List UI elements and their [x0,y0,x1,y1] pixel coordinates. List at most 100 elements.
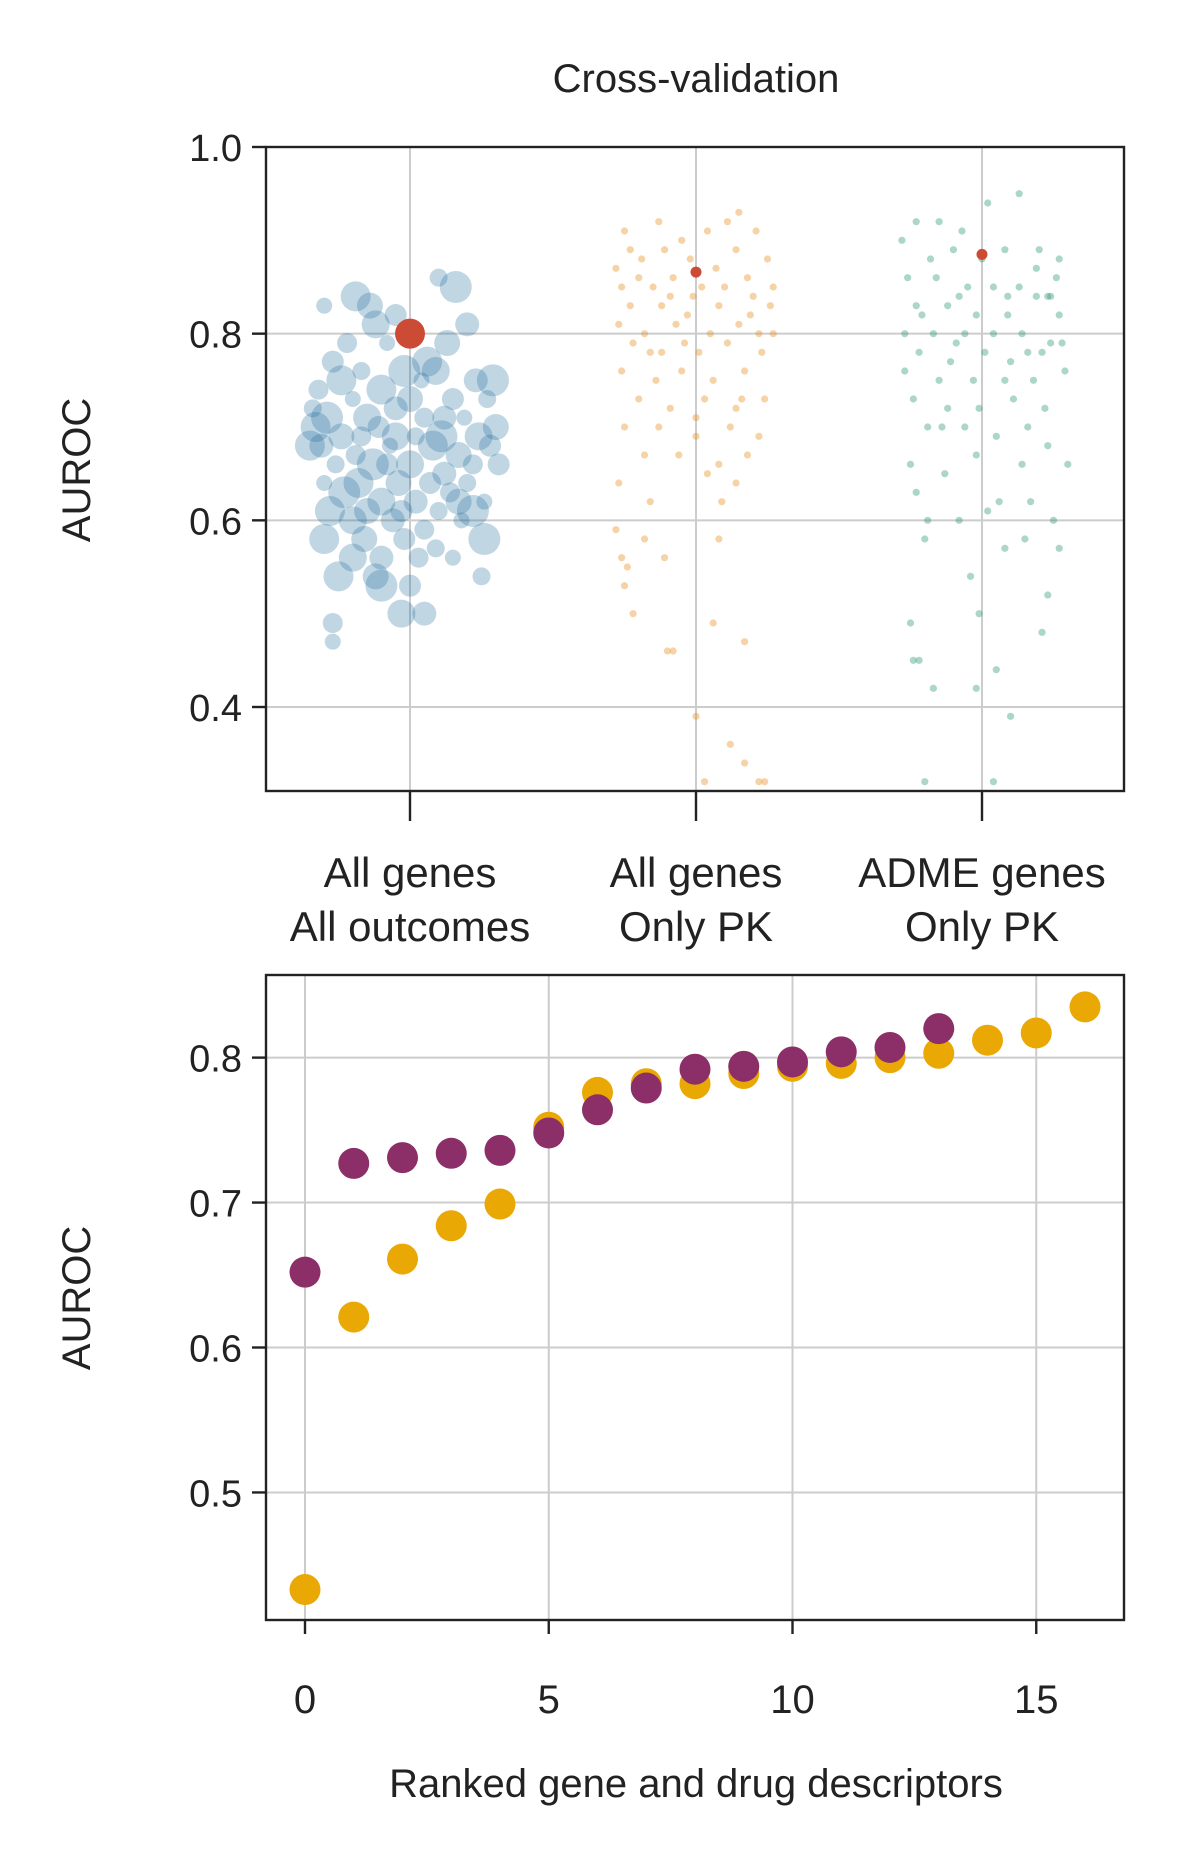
series-b-point [825,1036,857,1068]
bottom-y-tick-label: 0.7 [189,1184,242,1226]
data-point [658,302,666,310]
data-point [294,430,325,461]
data-point [1027,498,1035,506]
data-point [340,281,371,312]
data-point [384,304,407,326]
data-point [935,376,943,384]
data-point [414,519,435,540]
series-b-point [289,1256,321,1288]
data-point [992,666,1000,674]
data-point [1038,348,1046,356]
data-point [655,218,663,226]
data-point [366,374,397,405]
data-point [445,442,472,468]
series-b-point [679,1053,711,1085]
data-point [432,461,457,486]
data-point [675,451,683,459]
data-point [326,365,357,396]
data-point [755,330,763,338]
bottom-x-tick-label: 0 [294,1678,316,1722]
data-point [666,292,674,300]
category-label: All genes [610,849,783,896]
data-point [660,554,669,562]
data-point [949,246,958,254]
data-point [966,572,975,580]
data-point [944,302,952,310]
data-point [1038,628,1046,636]
data-point [984,507,992,515]
data-point [752,227,760,235]
data-point [356,448,389,481]
series-b-point [387,1142,418,1174]
data-point [626,246,634,254]
series-b-point [874,1031,906,1063]
data-point [390,500,413,522]
data-point [726,423,734,431]
data-point [453,512,470,529]
data-point [309,524,340,554]
data-point [417,430,448,461]
data-point [926,255,935,263]
bottom-y-tick-label: 0.6 [189,1329,242,1371]
data-point [629,610,637,618]
data-point [323,561,354,592]
series-a-point [387,1243,418,1275]
data-point [718,498,726,506]
data-point [338,543,367,572]
data-point [1032,264,1040,272]
data-point [909,395,917,403]
data-point [412,601,437,626]
data-point [918,311,926,319]
data-point [678,236,686,244]
data-point [961,423,969,431]
data-point [345,445,366,465]
data-point [989,283,998,291]
data-point [618,283,626,291]
data-point [646,348,654,356]
data-point [915,348,923,356]
data-point [944,404,952,412]
data-point [906,619,915,627]
data-point [712,264,720,272]
data-point [761,395,769,403]
data-point [640,330,649,338]
data-point [680,339,689,347]
data-point [735,208,743,216]
data-point [478,390,497,408]
data-point [413,372,430,389]
data-point [618,554,626,562]
bottom-points [289,991,1101,1606]
data-point [638,255,646,263]
data-point [924,516,932,524]
data-point [328,423,355,450]
data-point [901,330,909,338]
data-point [766,302,774,310]
data-point [678,367,686,375]
data-point [383,396,408,421]
data-point [955,292,963,300]
data-point [620,423,629,431]
top-axes: 0.4 0.6 0.8 1.0 All genes All outcomes All gen… [189,128,1106,950]
data-point [906,460,915,468]
series-b-point [630,1072,662,1104]
data-point [732,479,740,487]
data-point [735,320,743,328]
data-point [1061,367,1069,375]
data-point [403,489,428,514]
data-point [367,487,396,516]
data-point [1029,376,1038,384]
data-point [741,638,749,646]
data-point [367,416,390,438]
data-point [425,420,458,453]
data-point [912,218,920,226]
data-point [938,423,946,431]
data-point [924,423,932,431]
series-b-point [923,1013,955,1045]
data-point [328,476,361,509]
data-point [915,656,923,664]
bottom-x-axis-label: Ranked gene and drug descriptors [389,1762,1003,1806]
data-point [972,451,980,459]
data-point [660,246,669,254]
data-point [381,437,398,454]
data-point [941,470,949,478]
